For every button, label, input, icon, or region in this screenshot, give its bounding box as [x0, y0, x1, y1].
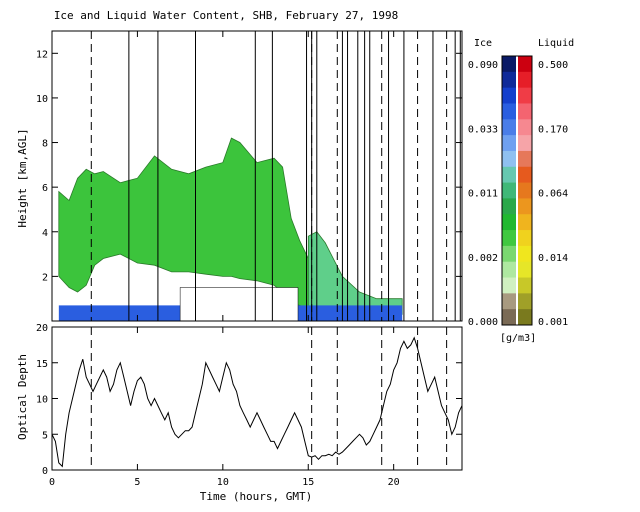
- cloud-layer-upper: [58, 137, 314, 311]
- colorbar-liquid-tick: 0.064: [538, 189, 568, 200]
- top-axes: 2 4 6 8 10 12: [36, 30, 463, 322]
- optical-depth-line: [51, 336, 463, 468]
- colorbar-ice-tick: 0.033: [468, 124, 498, 135]
- colorbar-liquid-tick: 0.500: [538, 60, 568, 71]
- colorbar-liquid-swatch: [518, 135, 532, 152]
- colorbar-liquid-swatch: [518, 230, 532, 247]
- colorbar-liquid-swatch: [518, 293, 532, 310]
- colorbar-liquid-swatch: [518, 71, 532, 89]
- bottom-xlabel: Time (hours, GMT): [200, 490, 313, 503]
- ice-liquid-water-plot: [58, 31, 461, 470]
- colorbar-ice-swatch: [502, 309, 516, 326]
- y-tick-label: 6: [42, 183, 48, 194]
- x-tick-label: 15: [302, 477, 314, 488]
- y-tick-label: 8: [42, 139, 48, 150]
- colorbar-liquid-tick: 0.014: [538, 253, 568, 264]
- colorbar-liquid-swatch: [518, 309, 532, 326]
- colorbar-liquid-swatch: [518, 87, 532, 104]
- colorbar-frame: [501, 55, 533, 326]
- x-tick-label: 0: [49, 477, 55, 488]
- colorbar-liquid-swatch: [518, 198, 532, 215]
- y-tick-label: 2: [42, 272, 48, 283]
- y-tick-label: 10: [36, 94, 48, 105]
- colorbar-ice-swatch: [502, 119, 516, 136]
- colorbar-ice-swatch: [502, 277, 516, 294]
- colorbar-ice-swatch: [502, 245, 516, 263]
- colorbar-liquid-swatch: [518, 245, 532, 263]
- colorbar-ice-swatch: [502, 150, 516, 168]
- y-tick-label: 15: [36, 359, 48, 370]
- colorbar-ice-swatch: [502, 71, 516, 89]
- colorbar-liquid-label: Liquid: [538, 38, 574, 49]
- colorbar-ice-swatch: [502, 56, 516, 73]
- chart-title: Ice and Liquid Water Content, SHB, Febru…: [54, 9, 398, 22]
- top-frame: [51, 30, 463, 322]
- y-tick-label: 20: [36, 323, 48, 334]
- y-tick-label: 12: [36, 49, 48, 60]
- colorbar-liquid-swatch: [518, 277, 532, 294]
- y-tick-label: 10: [36, 395, 48, 406]
- colorbar-ice-swatch: [502, 103, 516, 120]
- colorbar-ice-label: Ice: [474, 38, 492, 49]
- colorbar-liquid-swatch: [518, 119, 532, 136]
- colorbar-liquid-tick: 0.170: [538, 124, 568, 135]
- colorbar-ice-tick: 0.090: [468, 60, 498, 71]
- colorbar-liquid-swatch: [518, 166, 532, 184]
- colorbar-ice-swatch: [502, 198, 516, 215]
- colorbar-liquid-swatch: [518, 182, 532, 199]
- top-ylabel: Height [km,AGL]: [16, 128, 29, 227]
- colorbar-liquid-swatch: [518, 261, 532, 279]
- colorbar-ice-swatch: [502, 135, 516, 152]
- optical-depth-plot: [51, 336, 463, 468]
- colorbar-ice-swatch: [502, 293, 516, 310]
- x-tick-label: 20: [388, 477, 400, 488]
- colorbar-ice-tick: 0.002: [468, 253, 498, 264]
- colorbar-liquid-swatch: [518, 56, 532, 73]
- bottom-ylabel: Optical Depth: [16, 354, 29, 440]
- colorbar-liquid-swatch: [518, 150, 532, 168]
- colorbar-liquid-swatch: [518, 214, 532, 231]
- colorbar-ice-swatch: [502, 87, 516, 104]
- missing-data-block: [179, 287, 299, 322]
- colorbar-ice-swatch: [502, 182, 516, 199]
- y-tick-label: 0: [42, 466, 48, 477]
- bottom-axes: 0 5 10 15 20 0 5 10 15 20: [36, 323, 463, 488]
- colorbar-ice-tick: 0.000: [468, 317, 498, 328]
- y-tick-label: 4: [42, 228, 48, 239]
- colorbar-liquid-tick: 0.001: [538, 317, 568, 328]
- colorbar-ice-tick: 0.011: [468, 189, 498, 200]
- colorbar-ice-swatch: [502, 214, 516, 231]
- colorbar: 0.090 0.033 0.011 0.002 0.000 0.500 0.170 0.064…: [468, 55, 568, 328]
- y-tick-label: 5: [42, 430, 48, 441]
- x-tick-label: 5: [134, 477, 140, 488]
- colorbar-unit: [g/m3]: [500, 333, 536, 344]
- colorbar-ice-swatch: [502, 261, 516, 279]
- x-tick-label: 10: [217, 477, 229, 488]
- colorbar-ice-swatch: [502, 166, 516, 184]
- colorbar-ice-swatch: [502, 230, 516, 247]
- colorbar-liquid-swatch: [518, 103, 532, 120]
